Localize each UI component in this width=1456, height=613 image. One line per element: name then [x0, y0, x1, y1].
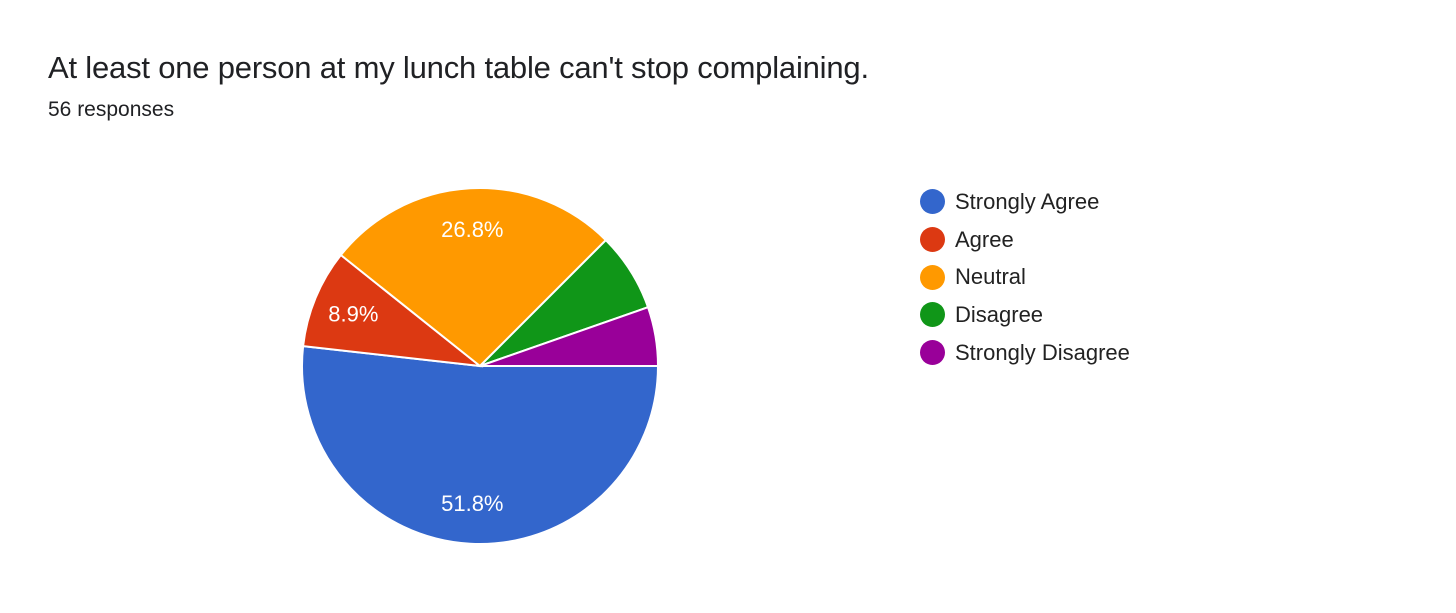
legend-swatch-icon — [920, 227, 945, 253]
legend-swatch-icon — [920, 302, 945, 328]
slice-label-neutral: 26.8% — [441, 217, 503, 242]
legend-item-neutral[interactable]: Neutral — [920, 258, 1130, 296]
legend-swatch-icon — [920, 189, 945, 215]
legend-item-disagree[interactable]: Disagree — [920, 296, 1130, 334]
pie-slice-neutral[interactable] — [339, 187, 608, 368]
pie-slice-strongly-disagree[interactable] — [479, 305, 660, 367]
legend-label: Strongly Agree — [955, 188, 1100, 214]
pie-slice-strongly-agree[interactable] — [301, 344, 660, 545]
response-count: 56 responses — [48, 98, 175, 121]
legend: Strongly Agree Agree Neutral Disagree St… — [920, 183, 1130, 371]
pie-slice-agree[interactable] — [302, 253, 484, 368]
legend-item-strongly-disagree[interactable]: Strongly Disagree — [920, 334, 1130, 372]
slice-label-agree: 8.9% — [328, 302, 378, 327]
legend-label: Disagree — [955, 301, 1044, 327]
slice-label-strongly-agree: 51.8% — [441, 491, 503, 516]
legend-item-strongly-agree[interactable]: Strongly Agree — [920, 183, 1130, 221]
legend-swatch-icon — [920, 340, 945, 366]
legend-label: Neutral — [955, 264, 1026, 290]
legend-label: Agree — [955, 226, 1014, 252]
legend-swatch-icon — [920, 264, 945, 290]
chart-title: At least one person at my lunch table ca… — [48, 50, 869, 85]
legend-item-agree[interactable]: Agree — [920, 221, 1130, 259]
legend-label: Strongly Disagree — [955, 339, 1130, 365]
